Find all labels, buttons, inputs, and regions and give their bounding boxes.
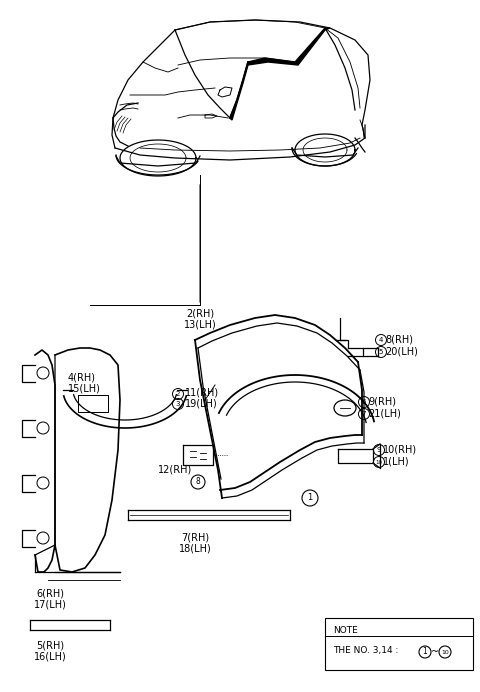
Text: 3: 3 [176, 401, 180, 407]
Text: 5: 5 [379, 349, 383, 355]
Text: 4(RH)
15(LH): 4(RH) 15(LH) [68, 372, 101, 394]
Text: 10: 10 [441, 650, 449, 655]
Text: 1: 1 [307, 493, 312, 502]
Text: 1(LH): 1(LH) [383, 457, 409, 467]
Text: 20(LH): 20(LH) [385, 347, 418, 357]
Polygon shape [230, 28, 330, 120]
Text: 12(RH): 12(RH) [158, 465, 192, 475]
Text: 9: 9 [377, 447, 381, 453]
Text: THE NO. 3,14 :: THE NO. 3,14 : [333, 646, 401, 655]
FancyBboxPatch shape [325, 618, 473, 670]
Text: 8(RH): 8(RH) [385, 335, 413, 345]
Text: 5(RH)
16(LH): 5(RH) 16(LH) [34, 640, 66, 662]
Text: ~: ~ [431, 647, 439, 657]
Text: 1: 1 [422, 648, 427, 657]
Text: NOTE: NOTE [333, 626, 358, 635]
Text: 10(RH): 10(RH) [383, 445, 417, 455]
Text: 6: 6 [362, 399, 366, 405]
Text: 7(RH)
18(LH): 7(RH) 18(LH) [179, 532, 211, 554]
Text: 9(RH): 9(RH) [368, 397, 396, 407]
Text: 21(LH): 21(LH) [368, 409, 401, 419]
Text: 10: 10 [375, 459, 383, 464]
Text: 11(RH)
19(LH): 11(RH) 19(LH) [185, 388, 219, 409]
Text: 2(RH)
13(LH): 2(RH) 13(LH) [184, 308, 216, 329]
Text: 8: 8 [196, 477, 200, 486]
Text: 2: 2 [176, 391, 180, 397]
Text: 4: 4 [379, 337, 383, 343]
Text: 6(RH)
17(LH): 6(RH) 17(LH) [34, 588, 66, 610]
Text: 7: 7 [362, 411, 366, 417]
